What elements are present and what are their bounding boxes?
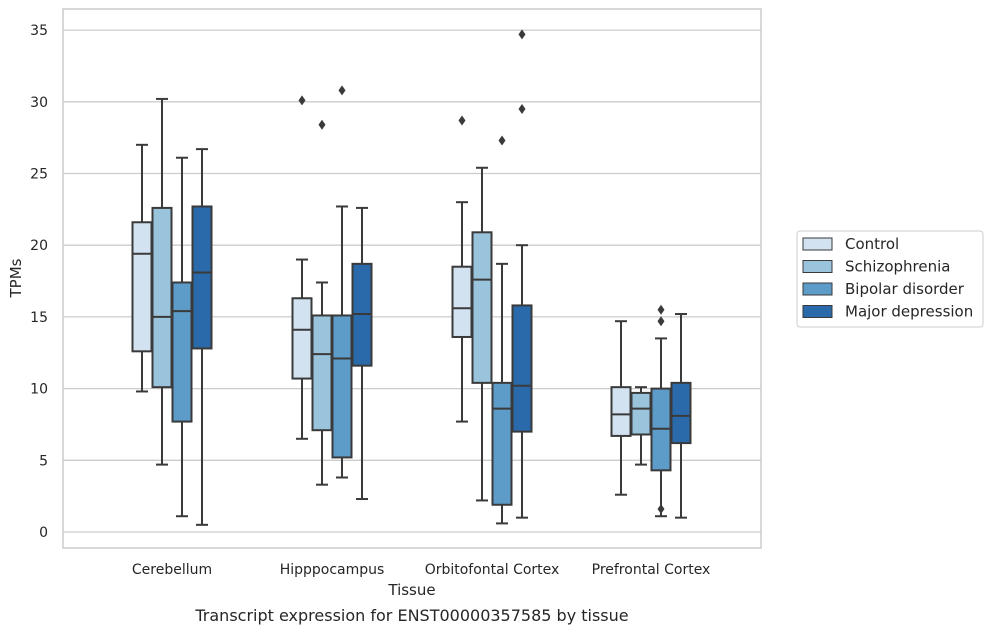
y-tick-labels: 0 5 10 15 20 25 30 35 bbox=[30, 23, 48, 541]
y-tick-label: 30 bbox=[30, 95, 48, 111]
y-tick-label: 20 bbox=[30, 238, 48, 254]
box-element bbox=[511, 29, 533, 519]
y-tick-label: 0 bbox=[39, 525, 48, 541]
box-iqr bbox=[451, 265, 473, 338]
box-iqr bbox=[131, 221, 153, 353]
box-element bbox=[451, 115, 473, 423]
outlier-point bbox=[657, 504, 665, 515]
outlier-point bbox=[318, 119, 326, 130]
box-iqr bbox=[630, 391, 652, 436]
box-element bbox=[131, 143, 153, 393]
box-element bbox=[471, 166, 493, 502]
outlier-point bbox=[518, 29, 526, 40]
box-element bbox=[491, 135, 513, 525]
x-axis-label: Tissue bbox=[387, 581, 435, 599]
box-iqr bbox=[511, 304, 533, 433]
plot-area bbox=[63, 9, 761, 548]
boxes-layer bbox=[131, 29, 692, 526]
legend-label: Major depression bbox=[845, 303, 973, 321]
legend-swatch bbox=[802, 237, 833, 251]
legend-label: Control bbox=[845, 235, 899, 253]
legend-label: Schizophrenia bbox=[845, 258, 950, 276]
legend: Control Schizophrenia Bipolar disorder Majo… bbox=[796, 230, 984, 328]
x-tick-label: Cerebellum bbox=[132, 562, 212, 578]
outlier-point bbox=[338, 85, 346, 96]
box-element bbox=[291, 95, 313, 440]
outlier-point bbox=[298, 95, 306, 106]
box-iqr bbox=[191, 205, 213, 350]
outlier-point bbox=[498, 135, 506, 146]
box-iqr bbox=[171, 281, 193, 423]
box-iqr bbox=[471, 231, 493, 384]
legend-swatch bbox=[802, 305, 833, 318]
legend-swatch bbox=[802, 282, 833, 296]
x-tick-label: Hipppocampus bbox=[280, 562, 385, 578]
y-axis-label: TPMs bbox=[7, 258, 25, 298]
y-tick-label: 35 bbox=[30, 23, 48, 39]
box-element bbox=[331, 85, 353, 479]
outlier-point bbox=[657, 316, 665, 327]
y-tick-label: 15 bbox=[30, 310, 48, 326]
outlier-point bbox=[657, 304, 665, 315]
box-element bbox=[151, 97, 173, 466]
box-element bbox=[191, 148, 213, 526]
x-tick-labels: Cerebellum Hipppocampus Orbitofontal Corte… bbox=[132, 562, 710, 578]
box-iqr bbox=[151, 206, 173, 389]
box-element bbox=[171, 156, 193, 518]
x-tick-label: Orbitofontal Cortex bbox=[425, 562, 560, 578]
chart-caption: Transcript expression for ENST0000035758… bbox=[194, 606, 628, 625]
box-iqr bbox=[491, 381, 513, 506]
legend-frame bbox=[796, 230, 984, 328]
box-element bbox=[610, 320, 632, 496]
outlier-point bbox=[458, 115, 466, 126]
y-tick-label: 10 bbox=[30, 382, 48, 398]
box-iqr bbox=[291, 297, 313, 380]
box-iqr bbox=[610, 386, 632, 437]
plot-frame bbox=[62, 8, 762, 549]
box-iqr bbox=[331, 314, 353, 459]
outlier-point bbox=[518, 103, 526, 114]
box-element bbox=[670, 313, 692, 519]
box-iqr bbox=[311, 314, 333, 432]
legend-label: Bipolar disorder bbox=[845, 280, 965, 298]
y-tick-label: 25 bbox=[30, 167, 48, 183]
box-iqr bbox=[670, 381, 692, 445]
y-tick-label: 5 bbox=[39, 453, 48, 469]
x-tick-label: Prefrontal Cortex bbox=[592, 562, 711, 578]
box-element bbox=[351, 206, 373, 501]
box-element bbox=[650, 304, 672, 518]
legend-swatch bbox=[802, 260, 833, 273]
